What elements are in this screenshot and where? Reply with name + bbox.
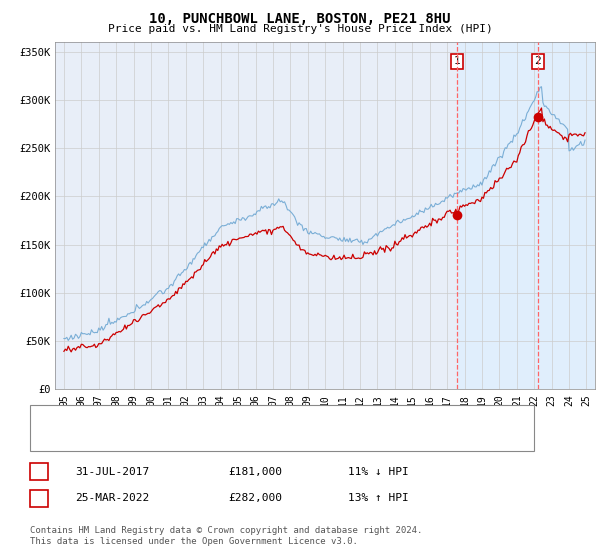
Text: £282,000: £282,000 (228, 493, 282, 503)
Text: 1: 1 (35, 466, 43, 477)
Bar (457, 42, 595, 389)
Text: 13% ↑ HPI: 13% ↑ HPI (348, 493, 409, 503)
Text: 10, PUNCHBOWL LANE, BOSTON, PE21 8HU: 10, PUNCHBOWL LANE, BOSTON, PE21 8HU (149, 12, 451, 26)
Text: 31-JUL-2017: 31-JUL-2017 (75, 466, 149, 477)
Text: Contains HM Land Registry data © Crown copyright and database right 2024.
This d: Contains HM Land Registry data © Crown c… (30, 526, 422, 546)
Text: HPI: Average price, detached house, Boston: HPI: Average price, detached house, Bost… (87, 433, 334, 443)
Text: 2: 2 (535, 57, 541, 66)
Text: 11% ↓ HPI: 11% ↓ HPI (348, 466, 409, 477)
Text: 1: 1 (454, 57, 461, 66)
Text: 25-MAR-2022: 25-MAR-2022 (75, 493, 149, 503)
Text: 10, PUNCHBOWL LANE, BOSTON, PE21 8HU (detached house): 10, PUNCHBOWL LANE, BOSTON, PE21 8HU (de… (87, 413, 398, 423)
Text: Price paid vs. HM Land Registry's House Price Index (HPI): Price paid vs. HM Land Registry's House … (107, 24, 493, 34)
Text: 2: 2 (35, 493, 43, 503)
Text: £181,000: £181,000 (228, 466, 282, 477)
